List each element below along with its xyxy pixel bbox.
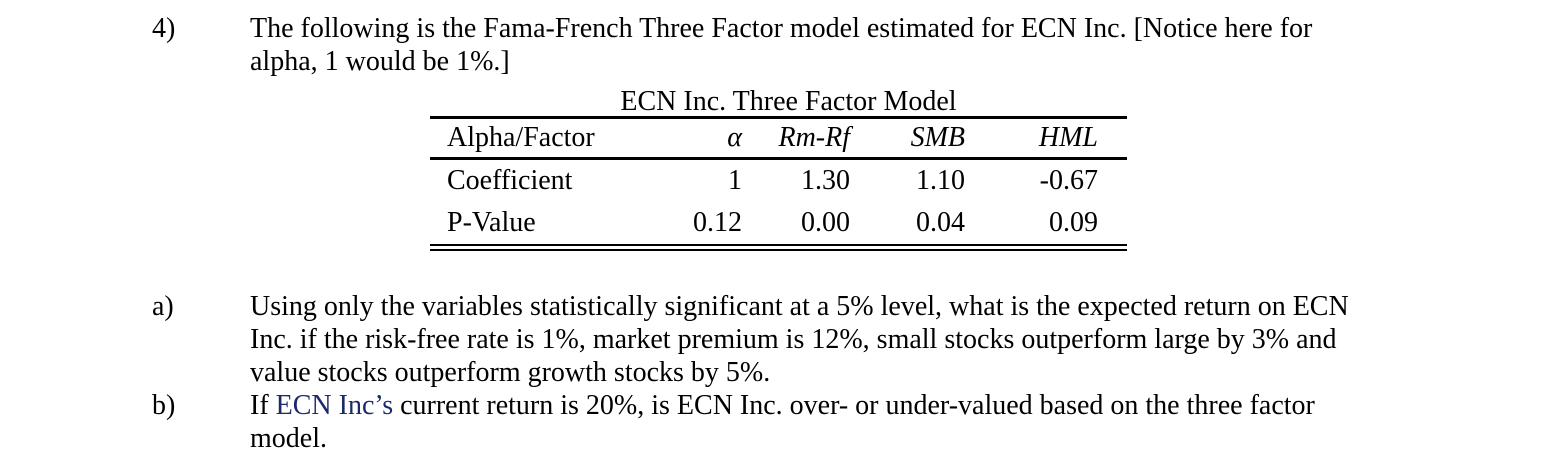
part-b-suffix: current return is 20%, is ECN Inc. over-… [393, 390, 1315, 421]
column-header-alpha-factor: Alpha/Factor [447, 122, 595, 153]
table-header-row: Alpha/Factor α Rm-Rf SMB HML [430, 119, 1127, 157]
cell-pvalue-smb: 0.04 [916, 207, 965, 238]
table-rule-top [430, 116, 1127, 119]
part-b-highlight: ECN Inc’s [275, 390, 394, 421]
question-text-line: The following is the Fama-French Three F… [250, 13, 1313, 44]
table-row: P-Value 0.12 0.00 0.04 0.09 [430, 202, 1127, 244]
cell-pvalue-hml: 0.09 [1049, 207, 1098, 238]
table-rule-bottom [430, 244, 1127, 251]
column-header-smb: SMB [910, 122, 965, 153]
three-factor-table: ECN Inc. Three Factor Model Alpha/Factor… [430, 88, 1127, 251]
cell-pvalue-rm-rf: 0.00 [801, 207, 850, 238]
part-a-block: a) Using only the variables statisticall… [152, 290, 1349, 389]
part-b-prefix: If [250, 390, 276, 421]
row-label: Coefficient [447, 165, 573, 196]
row-label: P-Value [447, 207, 536, 238]
part-a-text-line: value stocks outperform growth stocks by… [250, 357, 771, 388]
cell-coefficient-alpha: 1 [728, 165, 742, 196]
part-b-text-line: If ECN Inc’s current return is 20%, is E… [250, 389, 1315, 422]
question-number: 4) [152, 13, 176, 44]
part-a-text-line: Using only the variables statistically s… [250, 291, 1349, 322]
cell-pvalue-alpha: 0.12 [693, 207, 742, 238]
part-a-text: Using only the variables statistically s… [250, 290, 1349, 389]
cell-coefficient-hml: -0.67 [1039, 165, 1098, 196]
part-b-block: b) If ECN Inc’s current return is 20%, i… [152, 389, 1315, 455]
part-b-text: If ECN Inc’s current return is 20%, is E… [250, 389, 1315, 455]
question-4-block: 4) The following is the Fama-French Thre… [152, 12, 1312, 78]
column-header-rm-rf: Rm-Rf [778, 122, 850, 153]
table-rule-header [430, 157, 1127, 160]
part-b-text-line: model. [250, 423, 327, 454]
cell-coefficient-rm-rf: 1.30 [801, 165, 850, 196]
question-text: The following is the Fama-French Three F… [250, 12, 1312, 78]
part-a-text-line: Inc. if the risk-free rate is 1%, market… [250, 324, 1337, 355]
column-header-alpha: α [727, 122, 742, 153]
cell-coefficient-smb: 1.10 [916, 165, 965, 196]
column-header-hml: HML [1038, 122, 1098, 153]
part-a-label: a) [152, 291, 174, 322]
table-title: ECN Inc. Three Factor Model [620, 86, 957, 117]
question-text-line: alpha, 1 would be 1%.] [250, 46, 510, 77]
part-b-label: b) [152, 390, 176, 421]
table-row: Coefficient 1 1.30 1.10 -0.67 [430, 160, 1127, 202]
